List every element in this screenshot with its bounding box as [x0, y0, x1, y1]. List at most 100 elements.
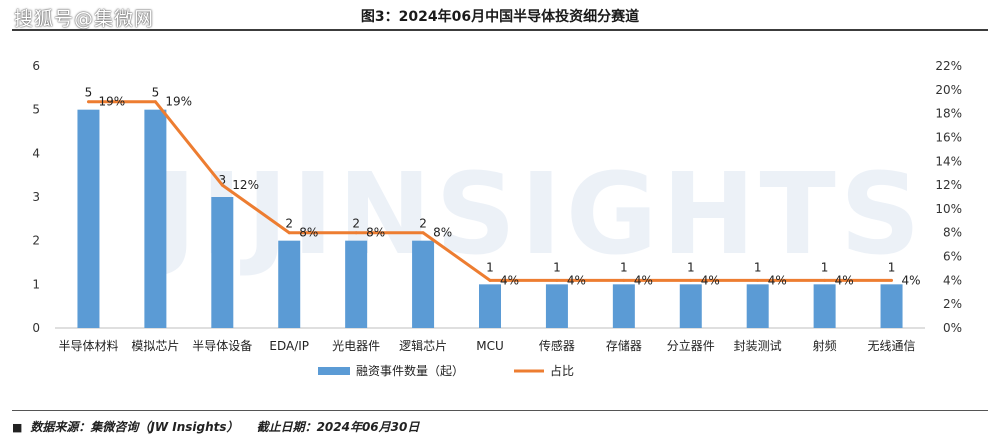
- line-value-label: 4%: [701, 273, 720, 287]
- line-point: [622, 278, 626, 282]
- line-value-labels: 19% 19% 12% 8% 8% 8% 4% 4% 4% 4% 4% 4% 4%: [98, 95, 920, 288]
- left-axis-tick-label: 0: [32, 321, 40, 335]
- bar: [545, 284, 568, 328]
- legend-label: 占比: [550, 363, 574, 378]
- footer-source: 数据来源：集微咨询（JW Insights）: [30, 420, 239, 434]
- bar-value-label: 1: [620, 260, 628, 274]
- legend-label: 融资事件数量（起）: [356, 363, 464, 378]
- bar: [479, 284, 501, 328]
- right-axis-tick-label: 14%: [935, 154, 962, 168]
- category-label: MCU: [476, 339, 504, 353]
- category-label: 传感器: [539, 338, 575, 353]
- line-point: [421, 231, 425, 235]
- left-axis-tick-label: 1: [32, 277, 40, 291]
- bar: [679, 284, 702, 328]
- line-value-label: 8%: [433, 226, 452, 240]
- bar-value-label: 5: [85, 86, 93, 100]
- bar: [211, 197, 234, 328]
- footer-bullet: ■: [12, 421, 23, 434]
- line-point: [488, 278, 492, 282]
- bar: [746, 284, 769, 328]
- line-point: [756, 278, 760, 282]
- line-point: [220, 183, 224, 187]
- bar-value-label: 5: [152, 86, 160, 100]
- bar: [144, 109, 167, 329]
- line-point: [287, 231, 291, 235]
- line-path: [88, 100, 892, 282]
- bar-value-label: 1: [888, 260, 896, 274]
- right-axis-tick-label: 4%: [943, 273, 962, 287]
- bar-value-label: 2: [419, 217, 427, 231]
- line-value-label: 8%: [366, 226, 385, 240]
- right-axis-tick-label: 16%: [935, 130, 962, 144]
- line-value-label: 4%: [500, 273, 519, 287]
- bar: [278, 240, 301, 328]
- line-point: [689, 278, 693, 282]
- bar-value-label: 1: [821, 260, 829, 274]
- line-point: [890, 278, 894, 282]
- right-axis-tick-label: 20%: [935, 83, 962, 97]
- line-point: [153, 100, 157, 104]
- title-divider: [12, 29, 988, 31]
- bar: [77, 109, 100, 329]
- right-axis-tick-label: 18%: [935, 107, 962, 121]
- category-axis: 半导体材料 模拟芯片 半导体设备 EDA/IP 光电器件 逻辑芯片 MCU 传感器 存储器 分立器…: [58, 338, 915, 353]
- bar-value-label: 2: [352, 217, 360, 231]
- category-label: 封装测试: [734, 338, 782, 353]
- category-label: EDA/IP: [269, 339, 309, 353]
- line-value-label: 19%: [165, 95, 192, 109]
- category-label: 分立器件: [667, 338, 715, 353]
- bar: [813, 284, 836, 328]
- left-axis-tick-label: 2: [32, 234, 40, 248]
- legend: 融资事件数量（起） 占比: [318, 363, 574, 378]
- bar-value-label: 3: [218, 173, 226, 187]
- line-value-label: 4%: [835, 273, 854, 287]
- right-axis: 0% 2% 4% 6% 8% 10% 12% 14% 16% 18% 20% 22%: [935, 59, 962, 335]
- line-value-label: 4%: [567, 273, 586, 287]
- right-axis-tick-label: 10%: [935, 202, 962, 216]
- bar-value-label: 2: [285, 217, 293, 231]
- legend-swatch-bar: [318, 367, 350, 375]
- line-value-label: 4%: [902, 273, 921, 287]
- footer-date: 截止日期：2024年06月30日: [256, 420, 420, 434]
- bar-value-label: 1: [754, 260, 762, 274]
- category-label: 存储器: [606, 338, 642, 353]
- category-label: 半导体设备: [192, 339, 252, 353]
- bar: [612, 284, 635, 328]
- bar-series: [77, 109, 903, 329]
- left-axis-tick-label: 5: [32, 103, 40, 117]
- category-label: 光电器件: [332, 339, 380, 353]
- right-axis-tick-label: 0%: [943, 321, 962, 335]
- right-axis-tick-label: 2%: [943, 297, 962, 311]
- chart-title: 图3：2024年06月中国半导体投资细分赛道: [360, 9, 640, 25]
- right-axis-tick-label: 6%: [943, 250, 962, 264]
- line-series: [86, 100, 894, 282]
- line-point: [555, 278, 559, 282]
- line-value-label: 4%: [634, 273, 653, 287]
- bar-value-label: 1: [553, 260, 561, 274]
- line-point: [354, 231, 358, 235]
- category-label: 半导体材料: [58, 339, 118, 353]
- line-value-label: 4%: [768, 273, 787, 287]
- left-axis-tick-label: 3: [32, 190, 40, 204]
- site-watermark: 搜狐号@集微网: [14, 8, 155, 30]
- category-label: 模拟芯片: [131, 339, 179, 353]
- footer: ■ 数据来源：集微咨询（JW Insights） 截止日期：2024年06月30日: [12, 418, 419, 435]
- line-point: [823, 278, 827, 282]
- bar: [345, 240, 368, 328]
- bar: [412, 240, 435, 328]
- left-axis-tick-label: 4: [32, 146, 40, 160]
- right-axis-tick-label: 22%: [935, 59, 962, 73]
- line-value-label: 12%: [232, 178, 259, 192]
- bar-value-label: 1: [486, 260, 494, 274]
- category-label: 无线通信: [868, 339, 916, 353]
- bar: [880, 284, 903, 328]
- line-point: [86, 100, 90, 104]
- bar-value-labels: 5 5 3 2 2 2 1 1 1 1 1 1 1: [85, 86, 896, 275]
- right-axis-tick-label: 8%: [943, 226, 962, 240]
- footer-divider: [12, 410, 988, 411]
- left-axis-tick-label: 6: [32, 59, 40, 73]
- right-axis-tick-label: 12%: [935, 178, 962, 192]
- bar-value-label: 1: [687, 260, 695, 274]
